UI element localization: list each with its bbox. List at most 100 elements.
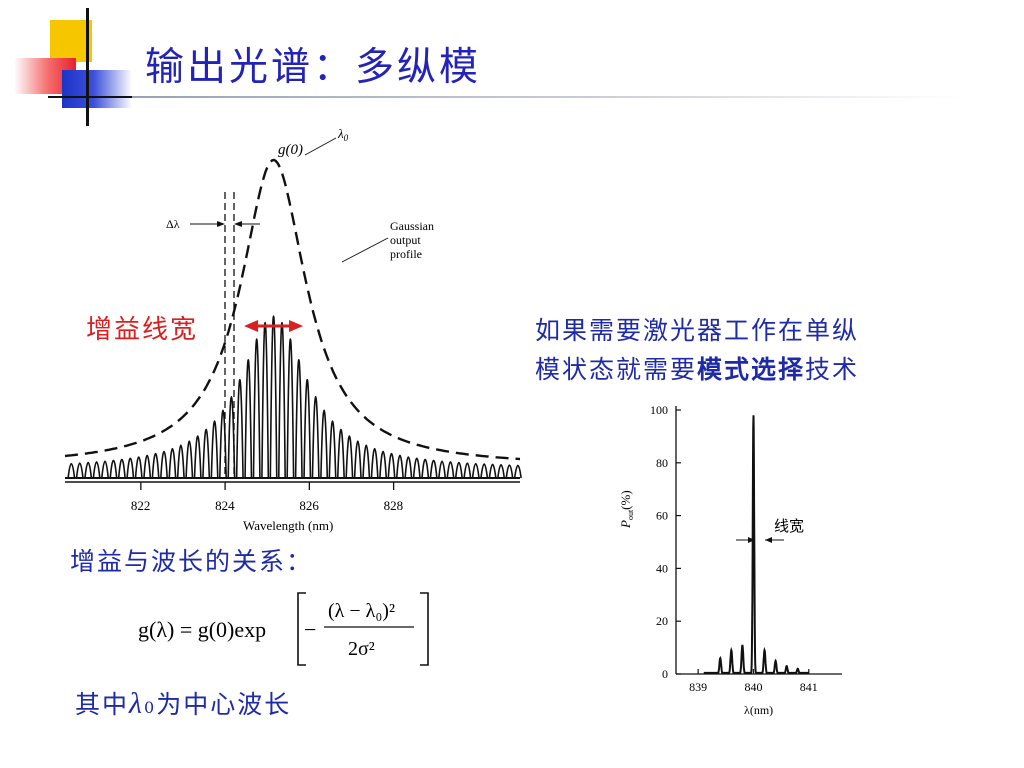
single-y-tick-label-20: 20	[656, 614, 668, 628]
mode-line-6	[117, 458, 126, 479]
gain-formula: g(λ) = g(0)exp − (λ − λ₀)² 2σ²	[138, 592, 429, 666]
decor-horizontal-line	[48, 96, 134, 98]
mode-line-46	[454, 461, 463, 479]
mode-line-16	[202, 428, 211, 479]
single-y-tick-label-80: 80	[656, 456, 668, 470]
peak-label: g(0)	[278, 142, 303, 158]
decor-vertical-line	[86, 8, 89, 126]
mode-line-48	[471, 462, 480, 479]
mode-line-1	[75, 462, 84, 479]
linewidth-label: 线宽	[774, 517, 804, 535]
mode-line-34	[353, 440, 362, 479]
mode-line-52	[505, 464, 514, 479]
single-y-tick-label-60: 60	[656, 509, 668, 523]
mode-line-49	[480, 463, 489, 479]
mode-selection-emphasis: 模式选择	[697, 355, 806, 384]
single-x-axis-label: λ(nm)	[744, 703, 773, 717]
single-x-tick-label-841: 841	[800, 680, 818, 694]
mode-line-40	[404, 456, 413, 479]
x-axis-label: Wavelength (nm)	[243, 518, 333, 533]
single-y-tick-label-100: 100	[650, 403, 668, 417]
gain-width-label: 增益线宽	[86, 315, 199, 345]
mode-line-22	[252, 338, 261, 479]
mode-line-45	[446, 461, 455, 479]
profile-pointer	[341, 237, 389, 263]
mode-line-7	[126, 457, 135, 479]
formula-right-bracket	[420, 592, 429, 666]
formula-numerator: (λ − λ₀)²	[328, 600, 395, 622]
mode-line-24	[269, 315, 278, 479]
mode-line-9	[143, 454, 152, 479]
single-y-tick-label-40: 40	[656, 561, 668, 575]
x-tick-label-822: 822	[131, 498, 151, 513]
mode-line-53	[513, 464, 522, 479]
single-x-tick-label-840: 840	[744, 680, 762, 694]
single-mode-line1: 如果需要激光器工作在单纵	[535, 316, 860, 345]
delta-arrowhead-left	[217, 221, 225, 227]
linewidth-arrowhead-left	[748, 537, 755, 543]
mode-line-37	[379, 450, 388, 479]
linewidth-arrowhead-right	[765, 537, 772, 543]
mode-line-4	[101, 460, 110, 479]
single-mode-line2: 模状态就需要模式选择技术	[535, 355, 860, 384]
mode-line-26	[286, 338, 295, 479]
mode-line-17	[210, 420, 219, 479]
mode-line-47	[463, 462, 472, 479]
relation-heading: 增益与波长的关系：	[70, 547, 314, 576]
mode-line-50	[488, 463, 497, 479]
gain-arrowhead-left	[244, 320, 259, 332]
gain-width-arrow	[244, 320, 304, 332]
mode-line-35	[362, 444, 371, 479]
mode-line-41	[412, 457, 421, 479]
decor-yellow-square	[50, 20, 92, 62]
lambda0-label: λ0	[337, 126, 349, 143]
mode-line-28	[303, 379, 312, 479]
mode-line-8	[134, 456, 143, 479]
profile-label-2: output	[390, 233, 421, 247]
mode-line-30	[320, 409, 329, 479]
mode-line-39	[395, 454, 404, 479]
single-y-tick-label-0: 0	[662, 667, 668, 681]
mode-line-38	[387, 453, 396, 479]
mode-line-29	[311, 396, 320, 479]
mode-line-51	[497, 464, 506, 479]
mode-line-14	[185, 440, 194, 479]
mode-line-31	[328, 420, 337, 479]
formula-denominator: 2σ²	[348, 638, 375, 660]
x-tick-label-826: 826	[299, 498, 319, 513]
single-mode-axes: 0 20 40 60 80 100 839 840 841	[650, 403, 842, 694]
single-y-axis-label: Pout(%)	[618, 490, 635, 529]
mode-line-3	[92, 461, 101, 479]
lambda0-pointer	[304, 137, 337, 156]
mode-line-15	[193, 435, 202, 479]
mode-line-42	[421, 458, 430, 479]
mode-line-23	[261, 322, 270, 479]
decor-blue-bar	[62, 70, 132, 108]
formula-lhs: g(λ) = g(0)exp	[138, 617, 266, 642]
mode-line-10	[151, 453, 160, 479]
delta-lambda-label: Δλ	[166, 217, 180, 231]
mode-line-36	[370, 448, 379, 479]
mode-line-33	[345, 435, 354, 479]
profile-label-1: Gaussian	[390, 219, 434, 233]
mode-lines	[67, 315, 522, 479]
mode-line-43	[429, 459, 438, 479]
mode-line-20	[235, 379, 244, 479]
delta-arrowhead-right	[234, 221, 242, 227]
gain-arrowhead-right	[289, 320, 304, 332]
mode-line-19	[227, 396, 236, 479]
mode-line-27	[294, 358, 303, 479]
multimode-spectrum-chart: 822 824 826 828 Δλ g(0) λ0 Gaussian output …	[64, 126, 522, 533]
mode-line-12	[168, 448, 177, 479]
x-tick-label-824: 824	[215, 498, 235, 513]
gaussian-envelope	[64, 158, 521, 461]
single-x-tick-label-839: 839	[689, 680, 707, 694]
single-mode-trace	[703, 415, 809, 674]
mode-line-5	[109, 459, 118, 479]
profile-label-3: profile	[390, 247, 422, 261]
x-tick-label-828: 828	[384, 498, 404, 513]
x-axis: 822 824 826 828	[65, 481, 520, 513]
mode-line-2	[84, 461, 93, 479]
mode-line-21	[244, 358, 253, 479]
mode-line-32	[336, 428, 345, 479]
